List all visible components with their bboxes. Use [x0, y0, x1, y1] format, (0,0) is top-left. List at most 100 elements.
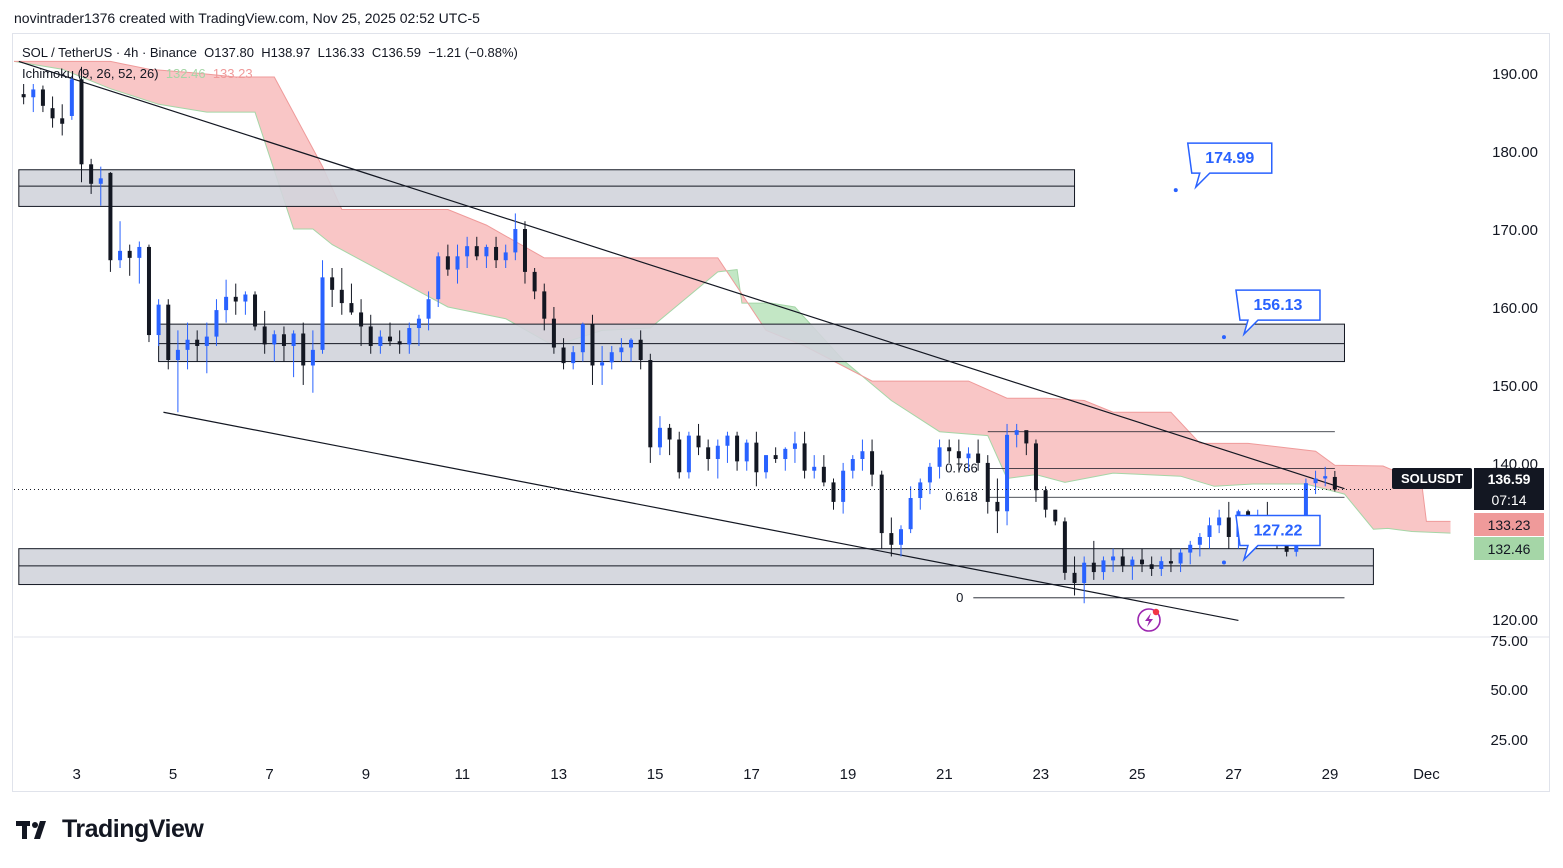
candle-body — [484, 246, 489, 257]
candle-body — [571, 352, 576, 364]
candle-body — [272, 334, 277, 345]
candle-body — [127, 250, 132, 258]
candle-body — [590, 324, 595, 366]
candle-body — [50, 108, 55, 119]
candle-body — [1226, 517, 1231, 537]
candlesticks — [21, 66, 1337, 604]
indicator-title[interactable]: Ichimoku (9, 26, 52, 26) — [22, 66, 159, 81]
candle-body — [706, 447, 711, 460]
symbol-legend[interactable]: SOL / TetherUS · 4h · Binance O137.80 H1… — [22, 45, 518, 60]
candle-body — [1062, 521, 1067, 573]
cloud-segment-5 — [860, 374, 1451, 534]
candle-body — [580, 324, 585, 353]
candle-body — [677, 439, 682, 473]
target-callout-0 — [1186, 142, 1273, 190]
candle-body — [600, 362, 605, 366]
candle-body — [831, 482, 836, 502]
candle-body — [339, 289, 344, 304]
y-tick-label: 170.00 — [1492, 222, 1538, 239]
candle-body — [1024, 430, 1029, 444]
candle-body — [349, 303, 354, 313]
candle-body — [436, 256, 441, 300]
candle-body — [725, 435, 730, 446]
alert-icon-bolt — [1145, 613, 1153, 627]
candle-body — [1111, 556, 1116, 561]
candle-body — [1091, 562, 1096, 573]
candle-body — [118, 250, 123, 261]
tradingview-logo[interactable]: TradingView — [16, 815, 204, 844]
candle-body — [503, 252, 508, 261]
candle-body — [513, 229, 518, 253]
candle-body — [31, 89, 36, 98]
candle-body — [1159, 561, 1164, 569]
y-tick-label: 120.00 — [1492, 612, 1538, 629]
axes: 190.00180.00170.00160.00150.00140.00120.… — [14, 66, 1549, 783]
x-tick-label: 5 — [169, 766, 177, 783]
tradingview-logo-text: TradingView — [62, 815, 204, 843]
alert-lightning-icon — [1137, 608, 1161, 632]
price-targets: 174.99 156.13 127.22 — [1173, 142, 1321, 565]
legend-low: L136.33 — [317, 45, 365, 60]
candle-body — [1043, 490, 1048, 510]
candle-body — [696, 435, 701, 448]
x-tick-label: 23 — [1032, 766, 1049, 783]
candle-body — [89, 164, 94, 184]
candle-body — [156, 304, 161, 336]
tradingview-logo-icon — [16, 820, 46, 839]
candle-body — [166, 304, 171, 360]
y-tick-label: 190.00 — [1492, 66, 1538, 83]
candle-body — [1053, 509, 1058, 522]
trend-line-1 — [163, 411, 1239, 621]
symbol-title[interactable]: SOL / TetherUS · 4h · Binance — [22, 45, 197, 60]
x-tick-label: 11 — [455, 766, 471, 783]
trend-lines — [18, 60, 1345, 621]
x-tick-label: 9 — [362, 766, 370, 783]
candle-body — [465, 246, 470, 257]
target-anchor-0 — [1173, 188, 1178, 193]
support-resistance-zones — [18, 169, 1374, 586]
chart-frame — [12, 33, 1550, 792]
target-anchor-1 — [1221, 335, 1226, 340]
candle-body — [735, 435, 740, 462]
indicator-value-b: 133.23 — [212, 66, 253, 81]
candle-body — [619, 347, 624, 353]
target-anchor-2 — [1221, 560, 1226, 565]
candle-body — [956, 451, 961, 459]
candle-body — [802, 443, 807, 471]
candle-body — [494, 246, 499, 261]
candle-body — [262, 326, 267, 345]
lower-scale-label: 75.00 — [1490, 633, 1528, 650]
candle-body — [792, 443, 797, 449]
lower-scale-label: 25.00 — [1490, 732, 1528, 749]
candle-body — [542, 291, 547, 319]
last-price-label: 136.59 — [1474, 468, 1544, 489]
candle-body — [397, 341, 402, 345]
candle-body — [79, 79, 84, 165]
candle-body — [966, 453, 971, 459]
indicator-value-a: 132.46 — [165, 66, 206, 81]
alert-icon-dot — [1152, 608, 1160, 616]
candle-body — [359, 312, 364, 327]
candle-body — [1178, 552, 1183, 564]
span-b-line — [14, 60, 1451, 522]
candle-body — [879, 474, 884, 534]
candle-body — [870, 451, 875, 475]
target-callout-2 — [1235, 514, 1321, 563]
candle-body — [40, 89, 45, 106]
fib-label-1: 0.618 — [945, 489, 978, 504]
x-tick-label: 15 — [647, 766, 664, 783]
target-callout-1 — [1235, 289, 1321, 337]
indicator-legend[interactable]: Ichimoku (9, 26, 52, 26) 132.46 133.23 — [22, 66, 253, 81]
candle-body — [667, 427, 672, 440]
candle-body — [368, 326, 373, 346]
cloud-top-label: 133.23 — [1474, 513, 1544, 536]
candle-body — [320, 277, 325, 350]
candle-body — [1149, 564, 1154, 569]
candle-body — [291, 333, 296, 346]
candle-body — [233, 296, 238, 302]
candle-body — [416, 318, 421, 329]
trend-line-0 — [18, 60, 1345, 490]
candle-body — [927, 466, 932, 483]
candle-body — [388, 336, 393, 342]
